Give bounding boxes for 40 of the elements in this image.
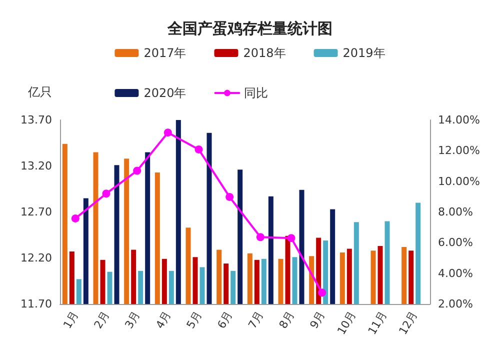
point	[164, 128, 172, 137]
point	[71, 214, 80, 222]
x-tick-label: 2月	[92, 308, 112, 331]
point	[133, 166, 142, 175]
point	[102, 190, 110, 198]
y2-tick-label: 12.00%	[438, 144, 480, 158]
x-tick-label: 10月	[334, 308, 359, 337]
y-tick-label: 13.20	[20, 160, 52, 172]
x-tick-label: 1月	[60, 308, 82, 331]
point	[226, 192, 234, 201]
y2-tick-label: 6.00%	[438, 236, 473, 250]
x-tick-label: 11月	[366, 308, 390, 337]
legend-label: 2018年	[243, 46, 286, 60]
point	[256, 233, 264, 242]
y2-tick-label: 2.00%	[438, 298, 473, 310]
x-tick-label: 9月	[307, 308, 328, 331]
x-tick-label: 7月	[246, 308, 266, 331]
legend-label: 2019年	[342, 46, 386, 60]
y2-tick-label: 10.00%	[438, 174, 480, 188]
x-tick-label: 12月	[396, 308, 420, 337]
x-tick-label: 8月	[276, 308, 297, 331]
legend-label: 2017年	[144, 46, 186, 60]
y-axis-title: 亿只	[27, 85, 52, 99]
x-tick-label: 4月	[153, 308, 174, 331]
y-tick-label: 13.70	[20, 114, 52, 126]
point	[194, 145, 203, 154]
point	[287, 234, 296, 242]
x-tick-label: 5月	[184, 308, 204, 331]
legend-label: 同比	[244, 86, 268, 100]
y2-tick-label: 14.00%	[438, 114, 480, 126]
x-tick-label: 6月	[214, 308, 236, 331]
legend-label: 2020年	[144, 86, 186, 100]
y-tick-label: 12.20	[20, 252, 52, 264]
chart-title: 全国产蛋鸡存栏量统计图	[166, 20, 332, 38]
y-tick-label: 11.70	[20, 298, 52, 310]
y2-tick-label: 4.00%	[438, 266, 473, 280]
y-tick-label: 12.70	[20, 206, 52, 218]
y2-tick-label: 8.00%	[438, 206, 473, 218]
x-tick-label: 3月	[122, 308, 143, 331]
point	[318, 288, 326, 297]
